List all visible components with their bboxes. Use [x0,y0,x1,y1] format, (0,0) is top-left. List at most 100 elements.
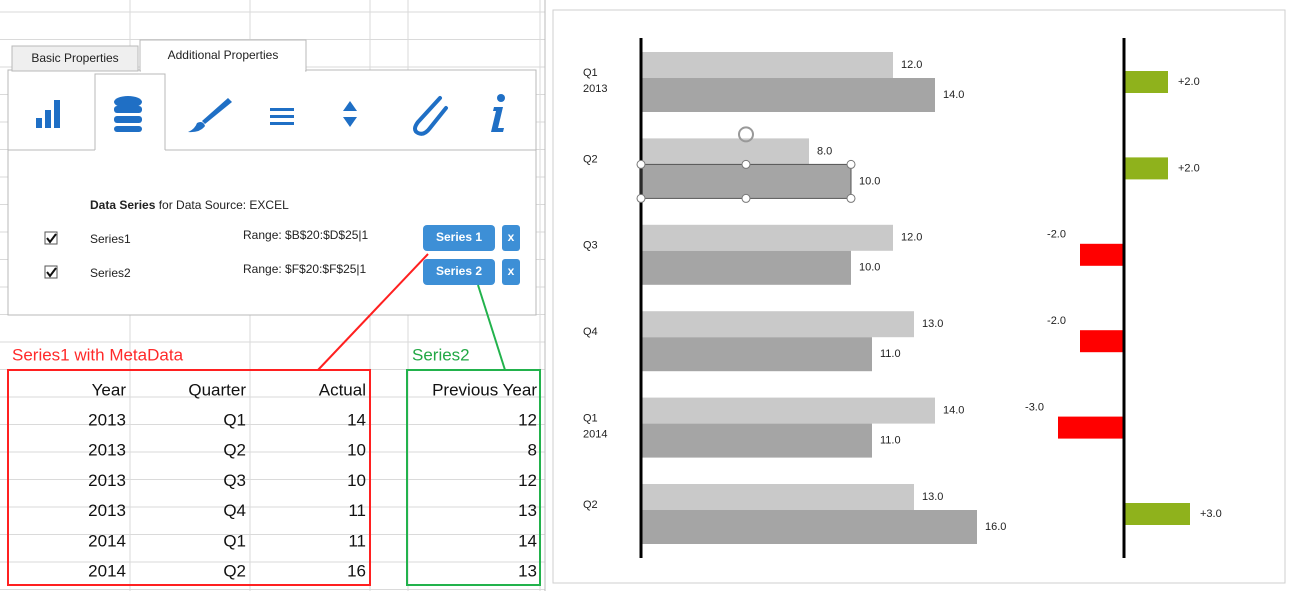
cell: Q1 [223,410,246,429]
delta-bar [1124,71,1168,93]
bar [641,250,851,285]
series-name: Series1 [90,232,131,246]
value-label: 14.0 [943,405,964,417]
series1-label: Series1 with MetaData [12,345,184,364]
remove-button[interactable] [502,259,520,285]
cell: Q2 [223,561,246,580]
icons [36,94,505,136]
delta-bar [1124,503,1190,525]
bar [641,337,872,372]
selection-handle[interactable] [846,159,856,169]
cell: 14 [347,410,366,429]
sort-icon[interactable] [343,101,357,127]
delta-label: -2.0 [1047,229,1066,241]
bar [641,78,935,112]
tab-label: Basic Properties [31,51,118,65]
value-label: 14.0 [943,89,964,101]
cell: 2013 [88,410,126,429]
cell: 2014 [88,561,126,580]
heading-rest: for Data Source: EXCEL [155,198,289,212]
chart: Q1 2013 12.0 14.0 +2.0 Q2 8.0 10.0 +2.0 Q3 12.0 10.… [583,38,1222,558]
category-label: Q2 [583,499,598,511]
bar [641,397,935,424]
value-label: 8.0 [817,145,832,157]
connector [317,253,429,371]
series1-box [7,369,371,586]
heading-bold: Data Series [90,198,156,212]
selection-handle[interactable] [636,193,646,203]
delta-bar [1124,157,1168,180]
cell: 10 [347,471,366,490]
delta-bar [1080,330,1124,353]
cell: 14 [518,531,537,550]
selection-handle[interactable] [846,193,856,203]
rotate-handle[interactable] [738,126,754,143]
selection-handle[interactable] [636,159,646,169]
cell: 12 [518,410,537,429]
delta-label: +3.0 [1200,508,1222,520]
delta-label: +2.0 [1178,76,1200,88]
series2-box [406,369,541,586]
sheet-cells: Year Quarter Actual Previous Year 2013 Q1 14 12… [88,380,537,580]
selection-handle[interactable] [741,159,751,169]
cell: 2013 [88,471,126,490]
column-header: Previous Year [432,380,537,399]
value-label: 11.0 [880,435,901,447]
checkmark [46,233,57,244]
cell: 13 [518,561,537,580]
remove-button[interactable] [502,225,520,251]
category-label: Q3 [583,240,598,252]
bar [641,484,914,510]
chart-icon[interactable] [36,100,60,128]
column-header: Quarter [188,380,246,399]
list-icon[interactable] [270,108,294,125]
value-label: 16.0 [985,521,1006,533]
series-button-label: Series 1 [436,230,482,244]
tab-label: Additional Properties [168,48,279,62]
value-label: 12.0 [901,232,922,244]
category-label: Q2 [583,153,598,165]
value-label: 12.0 [901,59,922,71]
cell: 12 [518,471,537,490]
delta-bar [1080,243,1124,266]
bar [641,423,872,458]
category-label: Q1 2013 [583,67,607,95]
cell: Q1 [223,531,246,550]
cell: 8 [528,441,537,460]
value-label: 13.0 [922,491,943,503]
attach-icon[interactable] [413,96,448,136]
data-series-heading: Data Series for Data Source: EXCEL [90,198,289,212]
info-icon[interactable] [491,94,505,132]
tab[interactable] [11,45,139,72]
value-label: 13.0 [922,318,943,330]
cell: 2013 [88,441,126,460]
series-range: Range: $F$20:$F$25|1 [243,262,367,276]
icon-tab [94,73,166,150]
brush-icon[interactable] [188,98,232,133]
bar [641,164,851,199]
category-label: Q1 2014 [583,413,607,441]
selection-handle[interactable] [741,193,751,203]
series-range: Range: $B$20:$D$25|1 [243,228,369,242]
checkmark [46,267,57,278]
delta-label: -3.0 [1025,402,1044,414]
database-icon[interactable] [114,96,142,132]
remove-label: x [508,264,515,278]
bar [641,52,893,78]
cell: 11 [348,501,366,520]
cell: 11 [348,531,366,550]
series-button[interactable] [423,259,495,285]
column-header: Year [92,380,127,399]
cell: 13 [518,501,537,520]
value-label: 10.0 [859,262,880,274]
series-button-label: Series 2 [436,264,482,278]
cell: 10 [347,441,366,460]
delta-bar [1058,416,1124,439]
value-label: 10.0 [859,175,880,187]
cell: Q4 [223,501,246,520]
category-label: Q4 [583,326,598,338]
cell: Q3 [223,471,246,490]
series-button[interactable] [423,225,495,251]
value-label: 11.0 [880,348,901,360]
